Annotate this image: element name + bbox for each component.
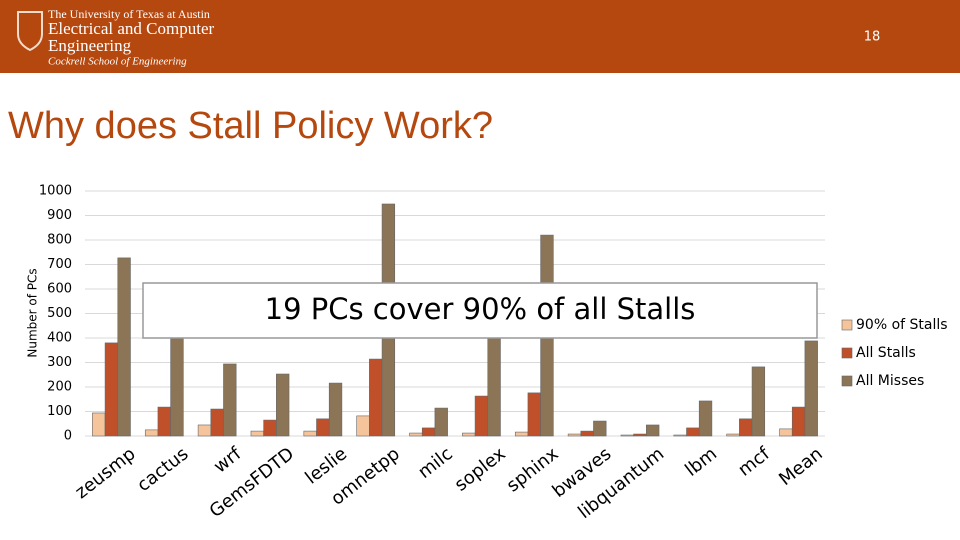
legend-swatch — [841, 375, 853, 387]
y-tick-label: 600 — [47, 282, 72, 297]
bar — [726, 433, 740, 437]
bar — [751, 366, 766, 437]
bar — [369, 358, 383, 437]
bar — [580, 430, 594, 437]
bar — [434, 407, 448, 437]
bar — [157, 406, 171, 437]
logo-shield — [17, 11, 43, 52]
bar — [356, 415, 370, 437]
slide-title: Why does Stall Policy Work? — [8, 105, 493, 147]
university: The University of Texas at Austin — [48, 7, 210, 21]
bar — [409, 432, 423, 437]
y-tick-label: 400 — [47, 331, 72, 346]
bar — [779, 428, 793, 437]
legend-label: All Stalls — [856, 345, 916, 361]
y-tick-label: 500 — [47, 306, 72, 321]
department: Electrical and Computer — [48, 19, 214, 38]
legend-label: All Misses — [856, 373, 924, 389]
legend-swatch — [841, 319, 853, 331]
annotation: 19 PCs cover 90% of all Stalls — [265, 292, 696, 326]
bar — [210, 408, 224, 437]
x-tick-label: wrf — [210, 443, 246, 477]
x-tick-label: zeusmp — [71, 443, 139, 503]
x-tick-label: Mean — [775, 443, 827, 490]
y-tick-label: 100 — [47, 404, 72, 419]
bar — [620, 434, 634, 437]
y-tick-label: 900 — [47, 208, 72, 223]
x-tick-label: milc — [414, 443, 456, 483]
y-tick-label: 800 — [47, 233, 72, 248]
bar — [686, 427, 700, 437]
bar — [567, 433, 582, 437]
bar — [673, 434, 687, 437]
legend-label: 90% of Stalls — [856, 317, 948, 333]
y-axis-label: Number of PCs — [26, 268, 40, 357]
header-bar — [0, 0, 960, 73]
bar — [250, 430, 264, 437]
bar — [223, 363, 237, 437]
bar — [462, 432, 476, 437]
bar — [104, 342, 119, 437]
y-tick-label: 700 — [47, 257, 72, 272]
annotation-box — [142, 282, 818, 339]
bar — [739, 418, 753, 437]
bar — [117, 257, 131, 437]
slide-number: 18 — [864, 30, 881, 45]
bar — [474, 395, 489, 437]
bar — [316, 418, 330, 437]
bar — [144, 429, 159, 437]
bar — [514, 431, 529, 437]
bar — [421, 427, 436, 437]
bar — [92, 412, 106, 437]
y-tick-label: 0 — [64, 429, 72, 444]
bar — [804, 340, 818, 437]
bar — [527, 392, 541, 437]
bar — [791, 406, 806, 437]
legend-swatch — [841, 347, 853, 359]
bar — [633, 433, 647, 437]
bar — [698, 400, 713, 437]
department: Engineering — [48, 36, 132, 55]
bar — [197, 424, 212, 437]
bar — [328, 382, 343, 437]
bar — [263, 419, 277, 437]
school: Cockrell School of Engineering — [48, 56, 187, 68]
x-tick-label: mcf — [734, 443, 774, 481]
x-tick-label: cactus — [133, 443, 192, 496]
bar — [593, 420, 607, 437]
x-tick-label: soplex — [451, 443, 510, 496]
bar — [303, 430, 317, 437]
bar — [646, 424, 660, 437]
y-tick-label: 200 — [47, 380, 72, 395]
x-tick-label: lbm — [681, 443, 721, 480]
y-tick-label: 1000 — [39, 184, 72, 199]
y-tick-label: 300 — [47, 355, 72, 370]
bar — [276, 373, 290, 437]
